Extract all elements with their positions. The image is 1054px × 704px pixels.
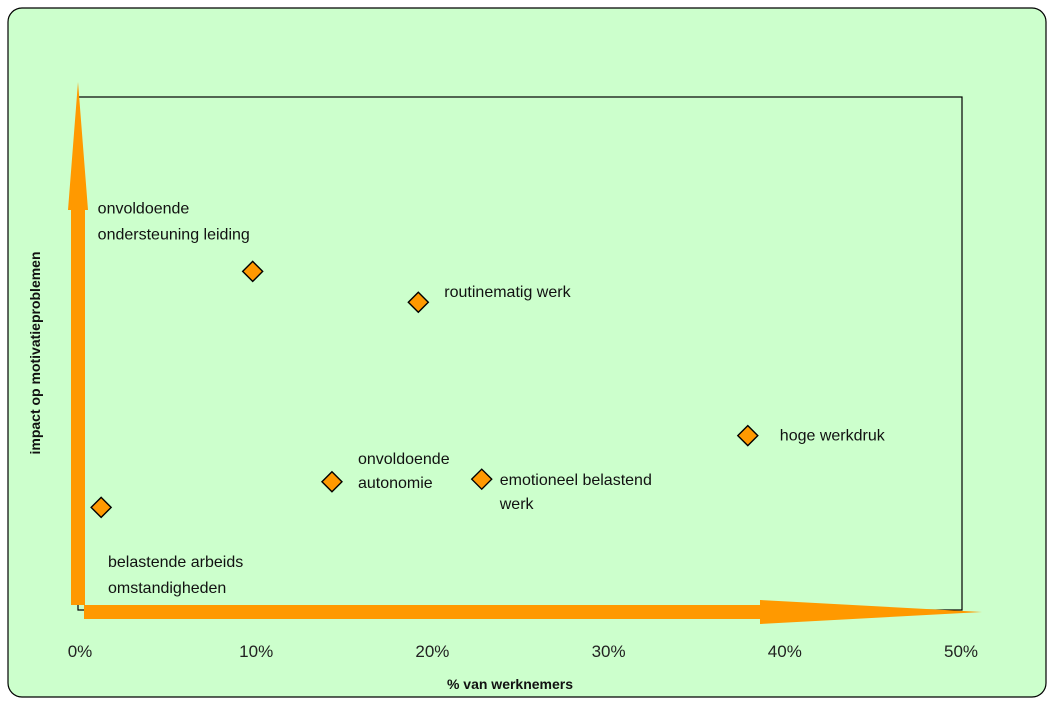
x-tick-label: 10% — [239, 642, 273, 661]
x-tick-label: 0% — [68, 642, 93, 661]
x-tick-label: 20% — [415, 642, 449, 661]
data-point — [320, 470, 343, 493]
point-label: ondersteuning leiding — [98, 226, 250, 243]
point-label: emotioneel belastend — [500, 472, 652, 489]
annotation-label: belastende arbeids — [108, 554, 243, 571]
data-point — [90, 496, 113, 519]
point-label: onvoldoende — [98, 200, 190, 217]
chart-background — [7, 7, 1047, 698]
data-point — [407, 291, 430, 314]
x-axis-title: % van werknemers — [447, 676, 573, 692]
point-label: autonomie — [358, 475, 433, 492]
point-label: onvoldoende — [358, 451, 450, 468]
x-tick-label: 30% — [592, 642, 626, 661]
annotation-label: omstandigheden — [108, 580, 226, 597]
y-axis-arrow — [68, 82, 88, 605]
point-label: werk — [499, 496, 535, 513]
y-axis-title: impact op motivatieproblemen — [27, 251, 43, 454]
data-point — [736, 424, 759, 447]
data-point — [241, 260, 264, 283]
data-point — [470, 468, 493, 491]
x-axis-arrow — [84, 600, 982, 624]
point-label: hoge werkdruk — [780, 428, 886, 445]
point-label: routinematig werk — [444, 284, 571, 301]
x-tick-label: 40% — [768, 642, 802, 661]
x-tick-label: 50% — [944, 642, 978, 661]
